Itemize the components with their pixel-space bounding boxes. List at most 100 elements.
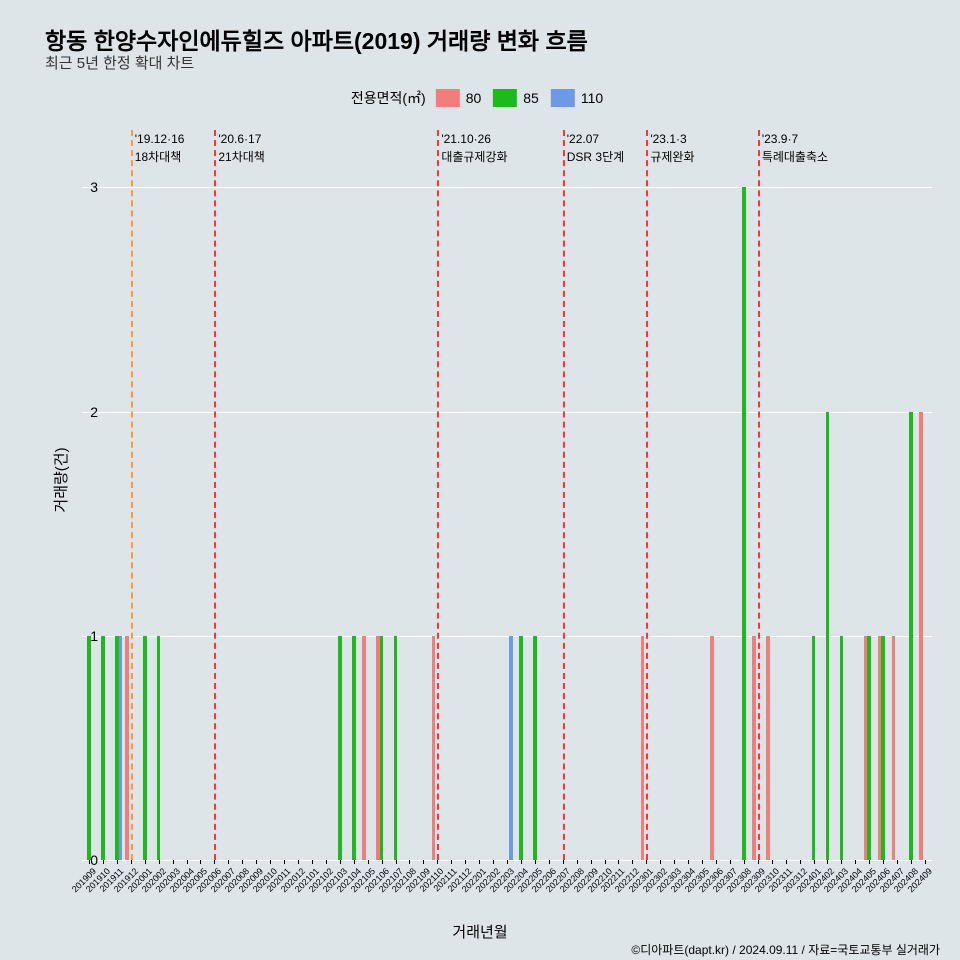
x-tick-mark <box>382 860 383 864</box>
y-axis-label: 거래량(건) <box>50 447 71 512</box>
x-tick-mark <box>437 860 438 864</box>
credit-text: ©디아파트(dapt.kr) / 2024.09.11 / 자료=국토교통부 실… <box>631 941 940 958</box>
legend-label-80: 80 <box>466 90 482 106</box>
policy-line <box>563 130 565 860</box>
x-tick-mark <box>688 860 689 864</box>
legend-title: 전용면적(㎡) <box>351 88 426 108</box>
x-tick-mark <box>173 860 174 864</box>
x-tick-mark <box>214 860 215 864</box>
x-tick-mark <box>563 860 564 864</box>
x-tick-mark <box>103 860 104 864</box>
bar-80 <box>125 636 129 860</box>
x-tick-mark <box>744 860 745 864</box>
x-tick-mark <box>479 860 480 864</box>
policy-line <box>437 130 439 860</box>
x-tick-mark <box>493 860 494 864</box>
x-tick-mark <box>827 860 828 864</box>
x-tick-mark <box>535 860 536 864</box>
x-tick-mark <box>800 860 801 864</box>
x-tick-mark <box>632 860 633 864</box>
x-tick-mark <box>242 860 243 864</box>
bar-85 <box>812 636 816 860</box>
x-tick-mark <box>911 860 912 864</box>
bar-85 <box>394 636 398 860</box>
x-tick-mark <box>228 860 229 864</box>
gridline <box>82 412 932 413</box>
x-tick-mark <box>577 860 578 864</box>
bar-85 <box>519 636 523 860</box>
policy-label-date: '23.1·3 <box>650 132 686 146</box>
bar-85 <box>742 187 746 860</box>
legend-swatch-110 <box>551 89 575 107</box>
chart-title: 항동 한양수자인에듀힐즈 아파트(2019) 거래량 변화 흐름 <box>45 22 588 56</box>
bar-85 <box>143 636 147 860</box>
x-tick-mark <box>730 860 731 864</box>
policy-label-date: '21.10·26 <box>441 132 491 146</box>
x-tick-mark <box>145 860 146 864</box>
x-tick-mark <box>660 860 661 864</box>
bar-85 <box>380 636 384 860</box>
bar-80 <box>752 636 756 860</box>
x-tick-mark <box>396 860 397 864</box>
x-tick-mark <box>702 860 703 864</box>
bar-80 <box>362 636 366 860</box>
bar-110 <box>509 636 513 860</box>
policy-label-name: 21차대책 <box>218 148 264 165</box>
y-tick: 2 <box>90 404 98 420</box>
x-tick-mark <box>131 860 132 864</box>
x-tick-mark <box>451 860 452 864</box>
x-tick-mark <box>549 860 550 864</box>
bar-85 <box>826 412 830 860</box>
x-tick-mark <box>187 860 188 864</box>
x-tick-mark <box>368 860 369 864</box>
x-tick-mark <box>465 860 466 864</box>
policy-line <box>758 130 760 860</box>
y-tick: 0 <box>90 852 98 868</box>
legend-label-110: 110 <box>581 90 603 106</box>
policy-label-name: 특례대출축소 <box>762 148 828 165</box>
policy-line <box>646 130 648 860</box>
policy-label-date: '20.6·17 <box>218 132 261 146</box>
bar-85 <box>881 636 885 860</box>
bar-85 <box>352 636 356 860</box>
policy-label-date: '19.12·16 <box>135 132 185 146</box>
gridline <box>82 187 932 188</box>
x-tick-mark <box>814 860 815 864</box>
x-tick-mark <box>716 860 717 864</box>
bar-80 <box>710 636 714 860</box>
x-tick-mark <box>855 860 856 864</box>
bar-85 <box>840 636 844 860</box>
x-tick-mark <box>326 860 327 864</box>
bar-80 <box>641 636 645 860</box>
x-tick-mark <box>256 860 257 864</box>
x-tick-mark <box>159 860 160 864</box>
x-tick-mark <box>284 860 285 864</box>
policy-label-date: '22.07 <box>567 132 599 146</box>
x-tick-mark <box>605 860 606 864</box>
policy-label-date: '23.9·7 <box>762 132 798 146</box>
x-tick-mark <box>841 860 842 864</box>
legend-swatch-85 <box>493 89 517 107</box>
bar-80 <box>892 636 896 860</box>
x-tick-mark <box>772 860 773 864</box>
policy-line <box>214 130 216 860</box>
bar-85 <box>867 636 871 860</box>
legend: 전용면적(㎡) 80 85 110 <box>351 88 609 108</box>
x-axis-label: 거래년월 <box>452 921 507 942</box>
y-tick: 1 <box>90 628 98 644</box>
x-tick-mark <box>507 860 508 864</box>
policy-label-name: 18차대책 <box>135 148 181 165</box>
gridline <box>82 636 932 637</box>
bar-85 <box>338 636 342 860</box>
bar-80 <box>432 636 436 860</box>
chart-plot-area: '19.12·16 18차대책 '20.6·17 21차대책 '21.10·26 대출규제… <box>82 120 932 860</box>
x-axis-ticks: 2019092019102019112019122020012020022020… <box>82 860 932 910</box>
x-tick-mark <box>521 860 522 864</box>
x-tick-mark <box>409 860 410 864</box>
x-tick-mark <box>354 860 355 864</box>
x-tick-mark <box>674 860 675 864</box>
x-tick-mark <box>925 860 926 864</box>
policy-label-name: 규제완화 <box>650 148 694 165</box>
x-tick-mark <box>270 860 271 864</box>
policy-label-name: 대출규제강화 <box>441 148 507 165</box>
